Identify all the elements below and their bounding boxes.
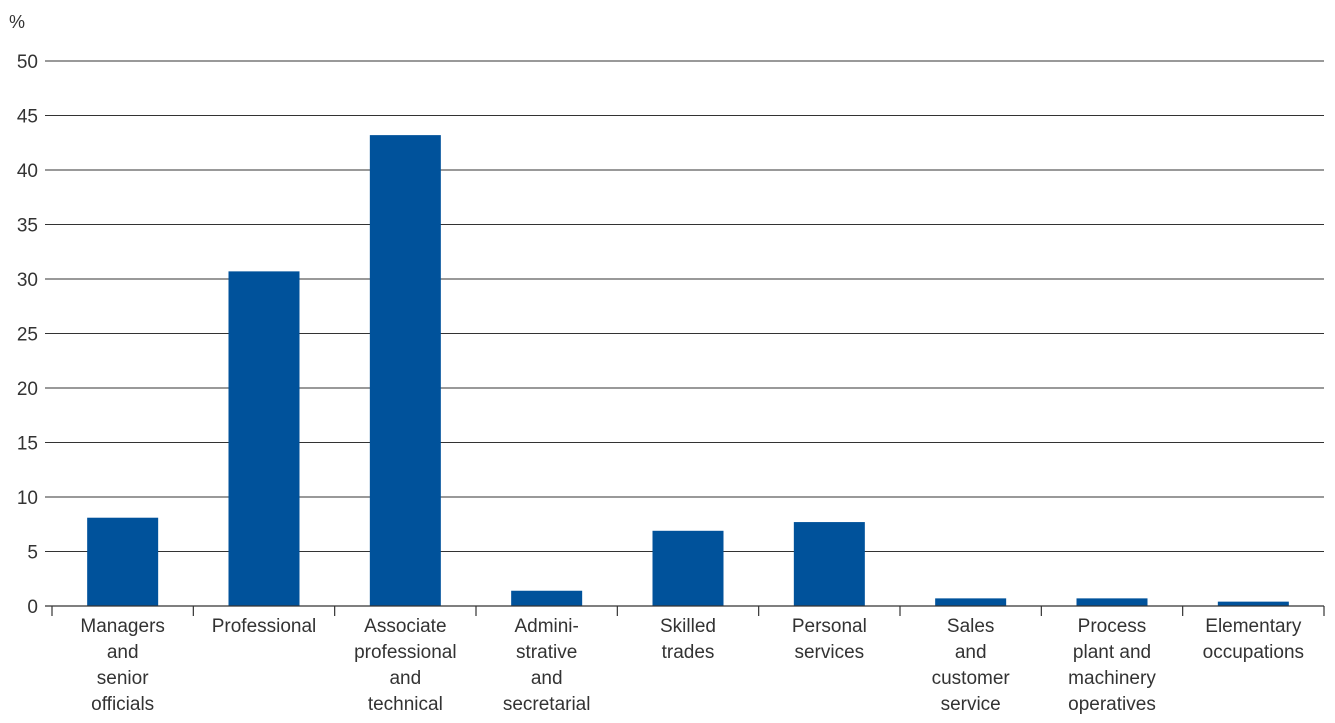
y-tick-label: 25 bbox=[17, 325, 38, 346]
y-axis-tick-labels: 0 5 10 15 20 25 30 35 40 45 50 bbox=[17, 52, 38, 618]
x-category-label: Personal services bbox=[792, 616, 867, 663]
bar bbox=[793, 522, 865, 606]
y-tick-label: 45 bbox=[17, 107, 38, 128]
y-tick-label: 30 bbox=[17, 270, 38, 291]
bars bbox=[87, 135, 1289, 606]
x-category-label: Elementary occupations bbox=[1203, 616, 1304, 663]
x-category-label: Sales and customer service bbox=[932, 616, 1011, 715]
x-category-label: Professional bbox=[212, 616, 317, 637]
bar bbox=[935, 598, 1007, 606]
y-tick-label: 0 bbox=[27, 597, 38, 618]
y-tick-label: 10 bbox=[17, 488, 38, 509]
bar bbox=[652, 530, 724, 606]
x-category-label: Process plant and machinery operatives bbox=[1068, 616, 1156, 715]
bar bbox=[87, 517, 159, 606]
x-axis-category-labels: Managers and senior officials Professional As… bbox=[80, 616, 1304, 715]
y-tick-label: 35 bbox=[17, 216, 38, 237]
x-category-label: Associate professional and technical bbox=[354, 616, 456, 715]
y-tick-label: 20 bbox=[17, 379, 38, 400]
x-category-label: Admini-strative and secretarial bbox=[503, 616, 591, 715]
x-category-label: Managers and senior officials bbox=[80, 616, 165, 715]
y-tick-label: 15 bbox=[17, 434, 38, 455]
y-tick-label: 50 bbox=[17, 52, 38, 73]
x-category-label: Skilled trades bbox=[660, 616, 716, 663]
y-axis-unit-label: % bbox=[9, 12, 25, 32]
bar bbox=[1217, 601, 1289, 606]
x-axis bbox=[45, 605, 1325, 616]
bar bbox=[1076, 598, 1148, 606]
bar bbox=[369, 135, 441, 606]
y-tick-label: 40 bbox=[17, 161, 38, 182]
bar bbox=[511, 590, 583, 606]
bar bbox=[228, 271, 300, 606]
y-tick-label: 5 bbox=[27, 543, 38, 564]
